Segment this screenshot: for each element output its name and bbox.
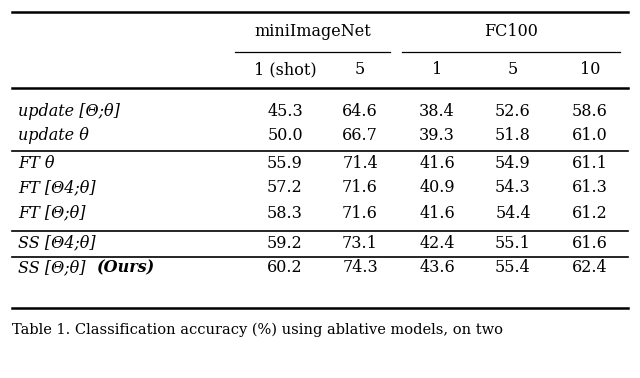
Text: 43.6: 43.6	[419, 260, 455, 276]
Text: FT θ: FT θ	[18, 155, 54, 172]
Text: FC100: FC100	[484, 23, 538, 40]
Text: update [Θ;θ]: update [Θ;θ]	[18, 102, 120, 119]
Text: 5: 5	[355, 62, 365, 79]
Text: 42.4: 42.4	[419, 234, 455, 251]
Text: 55.9: 55.9	[267, 155, 303, 172]
Text: 45.3: 45.3	[267, 102, 303, 119]
Text: 55.4: 55.4	[495, 260, 531, 276]
Text: 41.6: 41.6	[419, 155, 455, 172]
Text: 51.8: 51.8	[495, 127, 531, 144]
Text: 54.9: 54.9	[495, 155, 531, 172]
Text: miniImageNet: miniImageNet	[254, 23, 371, 40]
Text: 39.3: 39.3	[419, 127, 455, 144]
Text: 40.9: 40.9	[419, 180, 455, 197]
Text: FT [Θ;θ]: FT [Θ;θ]	[18, 204, 86, 222]
Text: 71.6: 71.6	[342, 180, 378, 197]
Text: 59.2: 59.2	[267, 234, 303, 251]
Text: update θ: update θ	[18, 127, 89, 144]
Text: 61.3: 61.3	[572, 180, 608, 197]
Text: 1: 1	[432, 62, 442, 79]
Text: 10: 10	[580, 62, 600, 79]
Text: 71.4: 71.4	[342, 155, 378, 172]
Text: 61.2: 61.2	[572, 204, 608, 222]
Text: 61.6: 61.6	[572, 234, 608, 251]
Text: 54.3: 54.3	[495, 180, 531, 197]
Text: 73.1: 73.1	[342, 234, 378, 251]
Text: SS [Θ;θ]: SS [Θ;θ]	[18, 260, 86, 276]
Text: FT [Θ4;θ]: FT [Θ4;θ]	[18, 180, 95, 197]
Text: 74.3: 74.3	[342, 260, 378, 276]
Text: 38.4: 38.4	[419, 102, 455, 119]
Text: SS [Θ4;θ]: SS [Θ4;θ]	[18, 234, 95, 251]
Text: (Ours): (Ours)	[96, 260, 154, 276]
Text: 1 (shot): 1 (shot)	[253, 62, 316, 79]
Text: 60.2: 60.2	[267, 260, 303, 276]
Text: 62.4: 62.4	[572, 260, 608, 276]
Text: 50.0: 50.0	[267, 127, 303, 144]
Text: 58.3: 58.3	[267, 204, 303, 222]
Text: 64.6: 64.6	[342, 102, 378, 119]
Text: 58.6: 58.6	[572, 102, 608, 119]
Text: 41.6: 41.6	[419, 204, 455, 222]
Text: 61.1: 61.1	[572, 155, 608, 172]
Text: 55.1: 55.1	[495, 234, 531, 251]
Text: Table 1. Classification accuracy (%) using ablative models, on two: Table 1. Classification accuracy (%) usi…	[12, 323, 503, 337]
Text: 52.6: 52.6	[495, 102, 531, 119]
Text: 54.4: 54.4	[495, 204, 531, 222]
Text: 66.7: 66.7	[342, 127, 378, 144]
Text: 71.6: 71.6	[342, 204, 378, 222]
Text: 57.2: 57.2	[267, 180, 303, 197]
Text: 5: 5	[508, 62, 518, 79]
Text: 61.0: 61.0	[572, 127, 608, 144]
